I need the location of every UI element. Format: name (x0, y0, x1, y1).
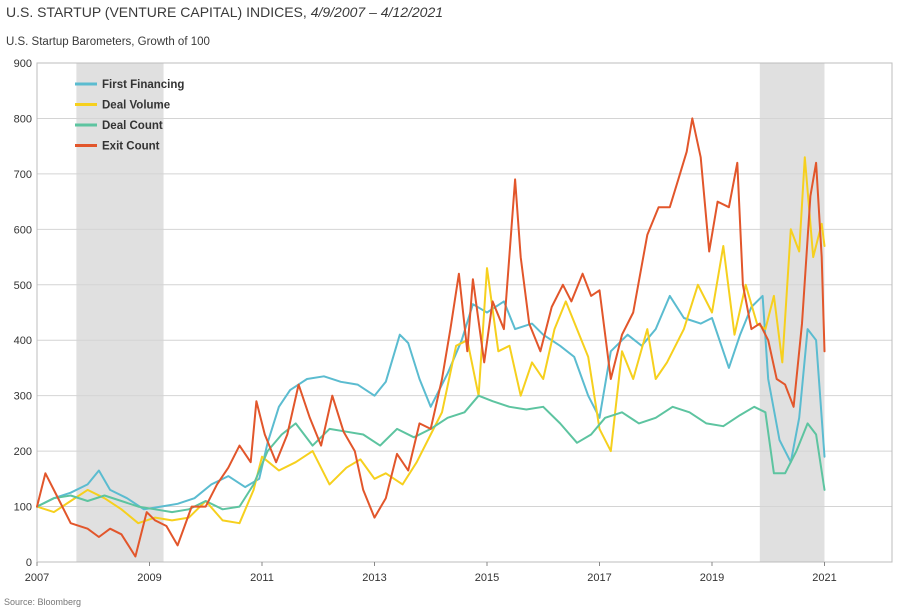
x-tick-label: 2011 (250, 572, 274, 584)
y-tick-label: 800 (14, 113, 32, 125)
series-line-first-financing (36, 294, 826, 511)
y-tick-label: 600 (14, 224, 32, 236)
y-axis-ticks: 0 100 200 300 400 500 600 700 800 900 (14, 58, 32, 569)
x-tick-label: 2009 (137, 572, 161, 584)
legend: First Financing Deal Volume Deal Count Exit… (75, 79, 184, 153)
y-tick-label: 500 (14, 280, 32, 292)
plot-area-frame (36, 62, 893, 563)
legend-label: Exit Count (102, 141, 160, 153)
y-tick-label: 700 (14, 169, 32, 181)
series-line-deal-count (36, 394, 826, 514)
x-axis-ticks: 2007 2009 2011 2013 2015 2017 2019 2021 (25, 562, 837, 584)
legend-label: Deal Count (102, 120, 163, 132)
x-tick-label: 2021 (812, 572, 836, 584)
chart-title: U.S. STARTUP (VENTURE CAPITAL) INDICES, … (6, 4, 443, 20)
legend-label: First Financing (102, 79, 184, 91)
x-tick-label: 2017 (587, 572, 611, 584)
y-tick-label: 400 (14, 335, 32, 347)
y-tick-label: 300 (14, 391, 32, 403)
series-lines (36, 117, 826, 558)
y-tick-label: 100 (14, 502, 32, 514)
x-tick-label: 2015 (475, 572, 499, 584)
y-tick-label: 0 (26, 557, 32, 569)
chart-subtitle: U.S. Startup Barometers, Growth of 100 (6, 36, 210, 48)
chart-title-main: U.S. STARTUP (VENTURE CAPITAL) INDICES, (6, 4, 311, 20)
legend-label: Deal Volume (102, 100, 170, 112)
recession-band-1 (76, 63, 164, 562)
y-tick-label: 200 (14, 446, 32, 458)
source-note: Source: Bloomberg (4, 597, 81, 607)
chart-title-dates: 4/9/2007 – 4/12/2021 (311, 4, 443, 20)
x-tick-label: 2013 (362, 572, 386, 584)
x-tick-label: 2019 (700, 572, 724, 584)
y-tick-label: 900 (14, 58, 32, 70)
gridlines (37, 62, 892, 563)
series-line-deal-volume (36, 156, 826, 525)
series-line-exit-count (36, 117, 826, 558)
x-tick-label: 2007 (25, 572, 49, 584)
